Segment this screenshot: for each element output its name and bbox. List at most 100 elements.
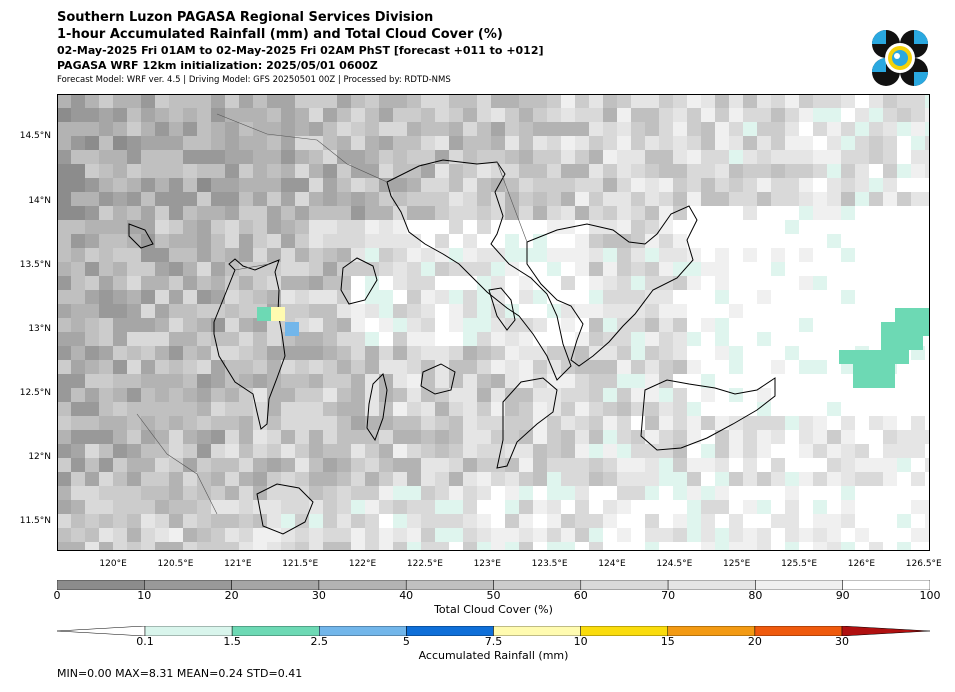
cloud-cell: [505, 402, 519, 416]
cloud-cell: [155, 206, 169, 220]
cloud-cell: [883, 276, 897, 290]
cloud-cell: [141, 402, 155, 416]
cloud-cell: [925, 332, 930, 346]
cloud-cell: [855, 234, 869, 248]
cloud-cell: [365, 388, 379, 402]
cloud-cell: [729, 206, 743, 220]
cloud-cell: [379, 332, 393, 346]
cloud-cell: [757, 108, 771, 122]
cloud-cell: [267, 472, 281, 486]
cloud-cell: [715, 304, 729, 318]
cloud-cell: [659, 248, 673, 262]
coast-small-1: [128, 223, 154, 249]
cloud-cell: [519, 276, 533, 290]
cloud-cell: [547, 542, 561, 551]
cloud-cell: [589, 486, 603, 500]
cloud-cell: [71, 150, 85, 164]
cloud-cell: [841, 290, 855, 304]
cloud-cell: [575, 346, 589, 360]
latitude-label: 13°N: [28, 323, 51, 334]
cloud-cell: [309, 374, 323, 388]
cloud-cell: [71, 318, 85, 332]
cloud-cell: [911, 276, 925, 290]
cloud-cell: [127, 514, 141, 528]
cloud-cell: [617, 262, 631, 276]
cloud-cell: [267, 346, 281, 360]
cloud-cell: [883, 486, 897, 500]
cloud-cell: [813, 486, 827, 500]
cloud-cell: [113, 388, 127, 402]
cloud-cell: [589, 374, 603, 388]
cloud-cell: [659, 500, 673, 514]
cloud-cell: [575, 416, 589, 430]
cloud-cell: [687, 276, 701, 290]
cloud-cell: [169, 206, 183, 220]
cloud-cell: [743, 500, 757, 514]
cloud-cell: [491, 402, 505, 416]
cloud-cell: [337, 220, 351, 234]
cloud-cell: [729, 346, 743, 360]
cloud-cell: [841, 388, 855, 402]
cloud-cell: [155, 416, 169, 430]
cloud-cell: [561, 94, 575, 108]
cloud-cell: [365, 486, 379, 500]
cloud-cell: [155, 388, 169, 402]
cloud-cell: [491, 444, 505, 458]
cloud-cell: [897, 150, 911, 164]
cloud-cell: [645, 178, 659, 192]
cloud-cell: [225, 486, 239, 500]
cloud-cell: [57, 332, 71, 346]
cloud-cell: [827, 164, 841, 178]
cloud-cell: [99, 108, 113, 122]
cloud-cell: [785, 248, 799, 262]
cloud-cell: [841, 178, 855, 192]
cloud-cell: [169, 542, 183, 551]
cloud-cell: [799, 360, 813, 374]
cloud-cell: [687, 472, 701, 486]
cloud-cell: [365, 332, 379, 346]
cloud-cell: [435, 514, 449, 528]
cloud-cell: [379, 108, 393, 122]
cloud-cell: [743, 374, 757, 388]
rain-bar-segment: [406, 626, 494, 636]
cloud-cell: [547, 108, 561, 122]
cloud-cell: [925, 206, 930, 220]
cloud-cell: [883, 304, 897, 318]
cloud-cell: [757, 136, 771, 150]
cloud-cell: [603, 318, 617, 332]
cloud-cell: [99, 262, 113, 276]
cloud-cell: [715, 458, 729, 472]
cloud-cell: [281, 122, 295, 136]
cloud-cell: [71, 360, 85, 374]
cloud-cell: [575, 542, 589, 551]
cloud-cell: [85, 262, 99, 276]
cloud-cell: [295, 360, 309, 374]
cloud-cell: [827, 416, 841, 430]
cloud-cell: [827, 444, 841, 458]
cloud-cell: [911, 164, 925, 178]
cloud-cell: [813, 304, 827, 318]
cloud-cell: [799, 150, 813, 164]
cloud-cell: [295, 528, 309, 542]
cloud-cell: [169, 290, 183, 304]
cloud-cell: [645, 122, 659, 136]
cloud-cell: [323, 486, 337, 500]
cloud-cell: [127, 458, 141, 472]
cloud-cell: [813, 374, 827, 388]
cloud-cell: [911, 262, 925, 276]
cloud-cell: [113, 486, 127, 500]
cloud-cell: [813, 248, 827, 262]
cloud-cell: [183, 360, 197, 374]
cloud-cell: [575, 94, 589, 108]
cloud-cell: [365, 304, 379, 318]
cloud-cell: [827, 332, 841, 346]
cloud-cell: [869, 122, 883, 136]
cloud-cell: [463, 542, 477, 551]
cloud-cell: [239, 528, 253, 542]
cloud-cell: [239, 388, 253, 402]
cloud-cell: [477, 262, 491, 276]
cloud-cell: [925, 122, 930, 136]
cloud-cell: [421, 248, 435, 262]
cloud-cell: [421, 262, 435, 276]
cloud-cell: [827, 388, 841, 402]
